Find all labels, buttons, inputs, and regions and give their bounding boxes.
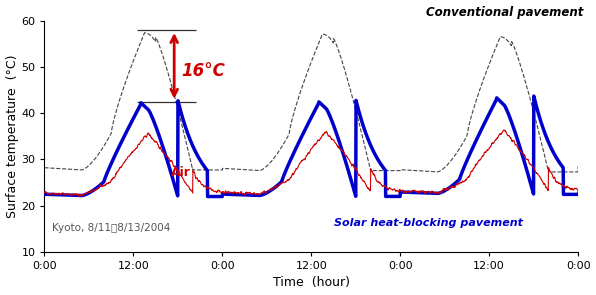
- Text: Conventional pavement: Conventional pavement: [426, 6, 583, 19]
- Text: Solar heat-blocking pavement: Solar heat-blocking pavement: [334, 218, 523, 228]
- Y-axis label: Surface temperature  (°C): Surface temperature (°C): [5, 55, 18, 218]
- Text: Air: Air: [170, 165, 190, 178]
- Text: 16°C: 16°C: [182, 62, 225, 80]
- X-axis label: Time  (hour): Time (hour): [273, 276, 350, 289]
- Text: Kyoto, 8/11～8/13/2004: Kyoto, 8/11～8/13/2004: [52, 223, 170, 233]
